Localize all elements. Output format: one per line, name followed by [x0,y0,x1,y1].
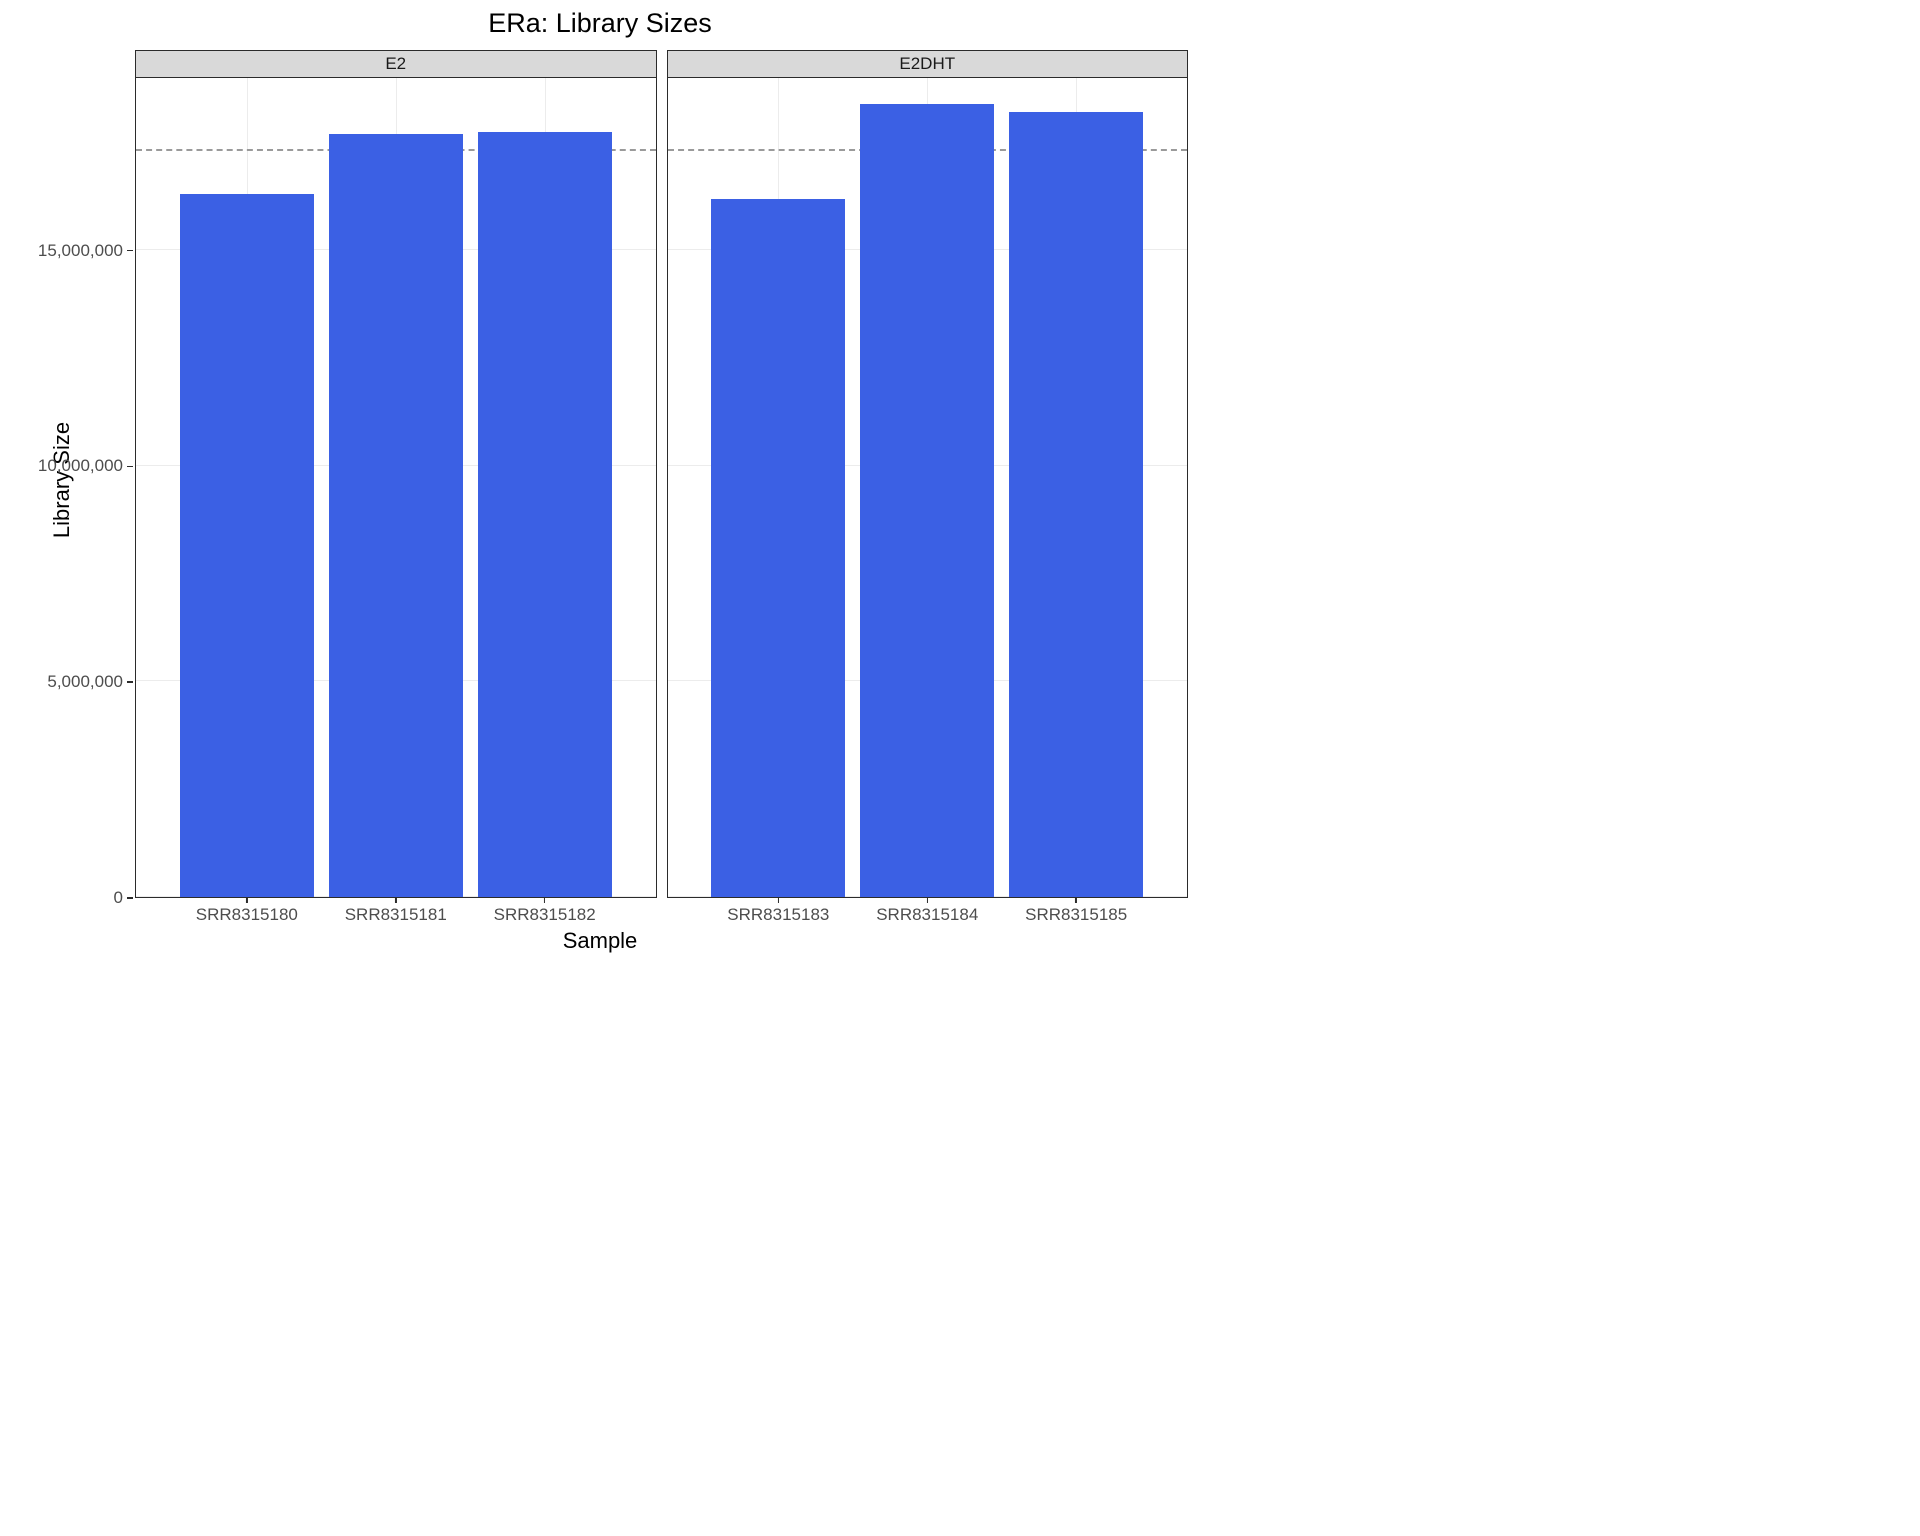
y-tick: 10,000,000 [38,456,135,476]
bar [711,199,845,897]
x-tick: SRR8315184 [876,897,978,925]
x-tick-mark [246,897,248,903]
x-axis-label: Sample [0,928,1200,954]
x-tick-label: SRR8315184 [876,905,978,925]
facets-row: E2SRR8315180SRR8315181SRR8315182E2DHTSRR… [135,50,1188,898]
x-tick: SRR8315183 [727,897,829,925]
y-tick-label: 5,000,000 [47,672,123,692]
y-tick: 0 [114,888,135,908]
x-tick: SRR8315182 [494,897,596,925]
y-axis-label: Library Size [49,422,75,538]
y-tick: 15,000,000 [38,241,135,261]
y-tick-label: 0 [114,888,123,908]
bar [180,194,314,897]
chart-container: ERa: Library Sizes Library Size Sample 0… [0,0,1200,960]
x-tick-label: SRR8315185 [1025,905,1127,925]
x-tick: SRR8315180 [196,897,298,925]
facet-strip: E2DHT [667,50,1189,78]
x-tick-mark [926,897,928,903]
y-tick-mark [127,250,133,252]
facet-strip: E2 [135,50,657,78]
x-tick-mark [1075,897,1077,903]
y-tick-label: 10,000,000 [38,456,123,476]
bar [860,104,994,897]
y-tick: 5,000,000 [47,672,135,692]
facet: E2DHTSRR8315183SRR8315184SRR8315185 [667,50,1189,898]
bar [478,132,612,897]
facet-panel: SRR8315183SRR8315184SRR8315185 [667,78,1189,898]
plot-area: 05,000,00010,000,00015,000,000 E2SRR8315… [135,50,1188,898]
x-tick: SRR8315185 [1025,897,1127,925]
y-tick-mark [127,897,133,899]
x-tick-label: SRR8315183 [727,905,829,925]
x-tick: SRR8315181 [345,897,447,925]
x-tick-mark [544,897,546,903]
x-tick-label: SRR8315182 [494,905,596,925]
chart-title: ERa: Library Sizes [0,8,1200,39]
bar [329,134,463,897]
x-tick-label: SRR8315181 [345,905,447,925]
y-tick-mark [127,681,133,683]
x-tick-mark [778,897,780,903]
x-tick-mark [395,897,397,903]
x-tick-label: SRR8315180 [196,905,298,925]
y-tick-label: 15,000,000 [38,241,123,261]
bar [1009,112,1143,897]
y-tick-mark [127,466,133,468]
facet-panel: SRR8315180SRR8315181SRR8315182 [135,78,657,898]
facet: E2SRR8315180SRR8315181SRR8315182 [135,50,657,898]
